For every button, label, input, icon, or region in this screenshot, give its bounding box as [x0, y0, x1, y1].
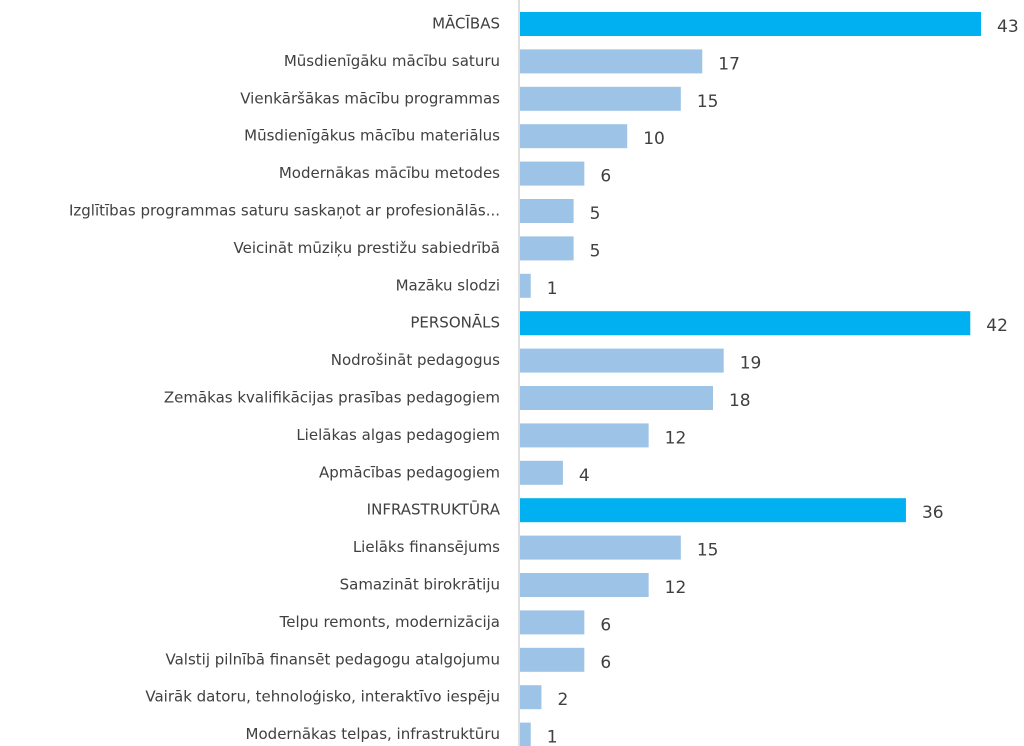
category-label: Nodrošināt pedagogus: [331, 351, 500, 369]
value-label: 12: [665, 428, 687, 448]
category-label: Valstij pilnībā finansēt pedagogu atalgo…: [166, 650, 501, 668]
bar: [520, 498, 906, 523]
bar: [520, 386, 713, 410]
value-label: 1: [547, 728, 558, 746]
category-label: Lielāks finansējums: [353, 538, 500, 556]
category-label: Modernākas telpas, infrastruktūru: [246, 725, 500, 743]
bar: [520, 273, 531, 298]
bar: [520, 236, 574, 261]
bar: [520, 161, 585, 186]
bar: [520, 86, 681, 111]
category-label: Lielākas algas pedagogiem: [296, 426, 500, 444]
value-label: 6: [600, 615, 611, 635]
category-label: PERSONĀLS: [410, 314, 500, 332]
bar: [520, 311, 971, 336]
category-label: Samazināt birokrātiju: [340, 576, 500, 594]
value-label: 2: [557, 690, 568, 710]
value-label: 43: [997, 17, 1019, 37]
value-label: 17: [718, 54, 740, 74]
value-label: 1: [547, 279, 558, 299]
bar: [520, 124, 628, 149]
value-label: 10: [643, 129, 665, 149]
category-label: Zemākas kvalifikācijas prasības pedagogi…: [164, 389, 500, 407]
value-label: 18: [729, 391, 751, 411]
category-label: Mazāku slodzi: [396, 276, 500, 294]
bar: [520, 348, 724, 373]
category-label: Vienkāršākas mācību programmas: [240, 89, 500, 107]
bar: [520, 49, 703, 74]
category-label: INFRASTRUKTŪRA: [367, 500, 501, 519]
bar: [520, 647, 585, 672]
category-label: MĀCĪBAS: [432, 15, 500, 33]
category-label: Apmācības pedagogiem: [319, 463, 500, 481]
bar: [520, 573, 649, 597]
value-label: 15: [697, 541, 719, 561]
category-label: Mūsdienīgāku mācību saturu: [284, 52, 500, 70]
bar: [520, 460, 563, 485]
category-label: Veicināt mūziķu prestižu sabiedrībā: [234, 239, 500, 257]
value-label: 4: [579, 466, 590, 486]
value-label: 6: [600, 167, 611, 187]
category-label: Mūsdienīgākus mācību materiālus: [244, 127, 500, 145]
value-label: 5: [590, 241, 601, 261]
value-label: 12: [665, 578, 687, 598]
bar: [520, 535, 681, 560]
value-label: 15: [697, 92, 719, 112]
category-label: Izglītības programmas saturu saskaņot ar…: [69, 202, 500, 220]
bar: [520, 685, 542, 710]
category-label: Telpu remonts, modernizācija: [279, 613, 500, 631]
value-label: 19: [740, 354, 762, 374]
bar: [520, 722, 531, 746]
bar: [520, 610, 585, 635]
value-label: 6: [600, 653, 611, 673]
value-label: 5: [590, 204, 601, 224]
value-label: 36: [922, 503, 944, 523]
bar: [520, 423, 649, 448]
category-label: Vairāk datoru, tehnoloģisko, interaktīvo…: [145, 688, 500, 706]
value-label: 42: [986, 316, 1008, 336]
category-label: Modernākas mācību metodes: [279, 164, 500, 182]
bar: [520, 199, 574, 223]
bar: [520, 12, 981, 36]
